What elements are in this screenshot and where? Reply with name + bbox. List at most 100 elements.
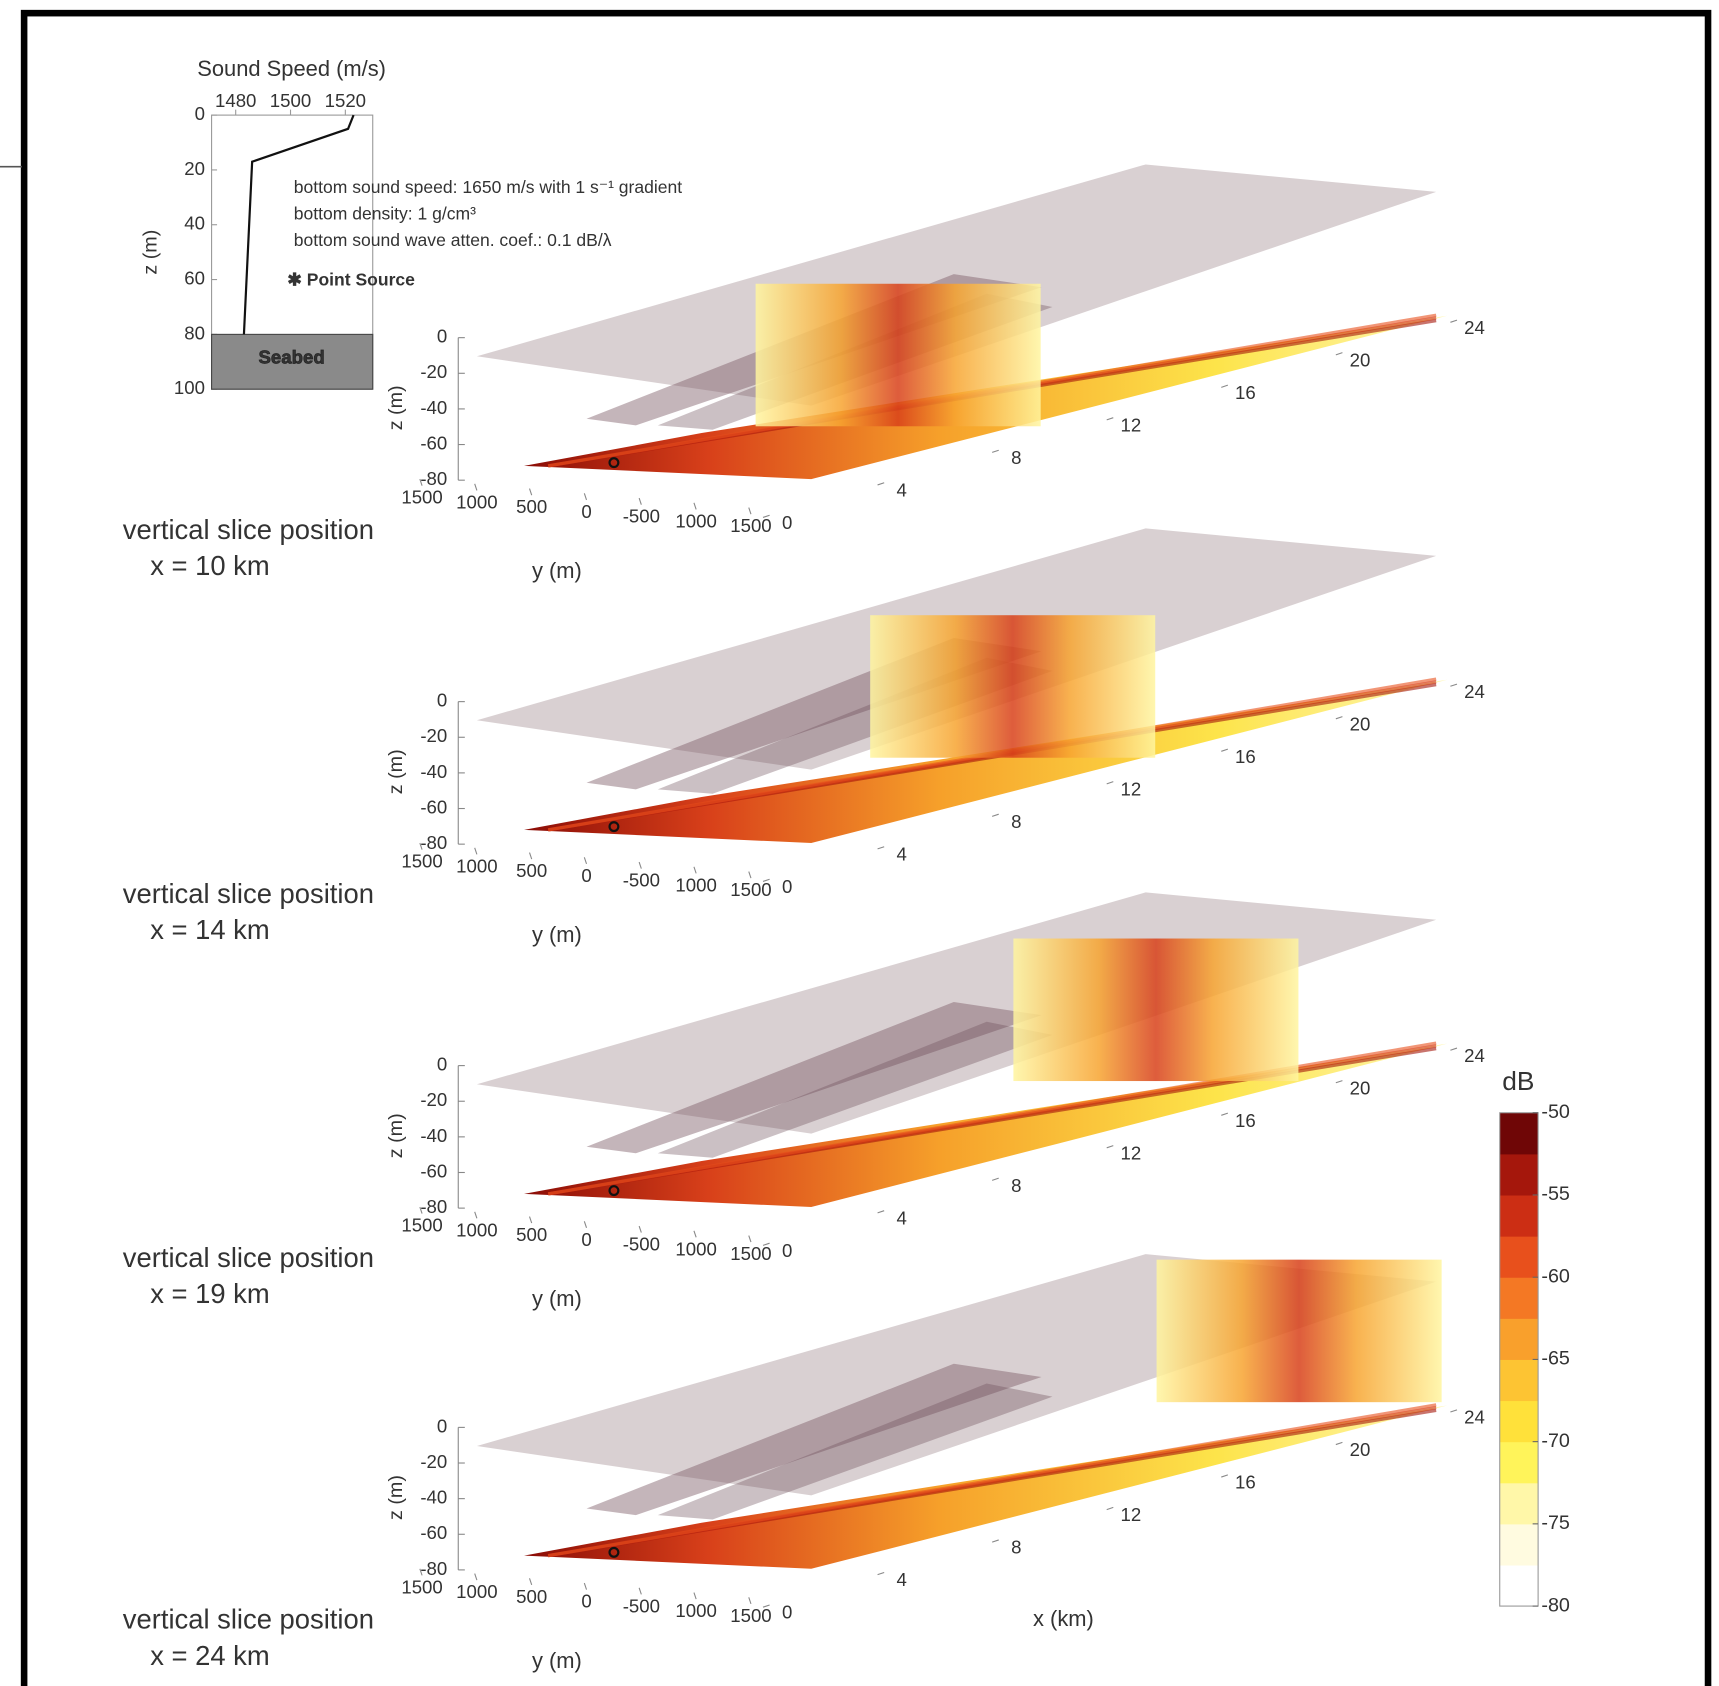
- x-tick: [1106, 1506, 1114, 1511]
- profile-y-tick-label: 40: [184, 213, 205, 234]
- colorbar-level: [1499, 1482, 1539, 1525]
- x-tick: [1221, 1112, 1229, 1116]
- x-tick: [762, 1242, 770, 1246]
- colorbar-tick-label: -65: [1541, 1348, 1570, 1370]
- y-tick: [583, 1221, 588, 1229]
- y-tick: [419, 1568, 423, 1576]
- x-tick-label: 16: [1235, 1110, 1256, 1131]
- x-tick-label: 12: [1120, 778, 1141, 799]
- y-tick-label: 1500: [730, 515, 771, 536]
- y-tick: [419, 1206, 423, 1214]
- x-tick-label: 8: [1011, 1537, 1021, 1558]
- x-tick: [1450, 1047, 1458, 1051]
- profile-y-label: z (m): [140, 230, 162, 275]
- colorbar-level: [1499, 1318, 1539, 1360]
- colorbar-level: [1499, 1564, 1539, 1607]
- y-tick-label: 1500: [730, 879, 771, 900]
- profile-x-tick-label: 1500: [270, 90, 311, 111]
- frame: [20, 9, 1712, 1686]
- colorbar-tick-label: -80: [1541, 1594, 1570, 1616]
- y-tick-label: 1000: [675, 1600, 716, 1621]
- colorbar-level: [1499, 1359, 1539, 1402]
- z-tick-label: -60: [420, 432, 447, 453]
- channel-wall: [586, 1002, 1042, 1154]
- x-tick-label: 12: [1120, 1504, 1141, 1525]
- x-tick-label: 0: [782, 876, 792, 897]
- x-tick: [1450, 683, 1458, 687]
- x-tick-label: 20: [1350, 349, 1371, 370]
- x-tick-label: 24: [1464, 1045, 1485, 1066]
- y-tick: [419, 478, 423, 486]
- y-tick-label: 1500: [730, 1243, 771, 1264]
- y-tick-label: 0: [581, 1591, 591, 1612]
- source-marker: [608, 1546, 620, 1558]
- y-tick-label: -500: [623, 1595, 660, 1616]
- y-axis-label: y (m): [532, 922, 582, 947]
- colorbar-level: [1499, 1153, 1539, 1196]
- profile-y-tick-label: 100: [174, 377, 205, 398]
- y-tick: [748, 871, 752, 879]
- x-tick-label: 24: [1464, 681, 1485, 702]
- x-tick: [1335, 352, 1343, 356]
- x-tick: [877, 1571, 885, 1576]
- y-tick-label: 500: [516, 1224, 547, 1245]
- z-axis-label: z (m): [385, 1113, 407, 1158]
- vertical-slice: [755, 283, 1041, 427]
- profile-y-tick-label: 60: [184, 267, 205, 288]
- z-tick-label: -20: [420, 1089, 447, 1110]
- colorbar-tick-label: -55: [1541, 1183, 1570, 1205]
- x-tick: [1106, 417, 1114, 421]
- profile-note: bottom sound wave atten. coef.: 0.1 dB/λ: [294, 230, 612, 250]
- y-tick: [528, 488, 533, 496]
- slice-caption: vertical slice position: [123, 1604, 374, 1635]
- z-tick-label: -40: [420, 397, 447, 418]
- z-tick-label: 0: [437, 690, 447, 711]
- x-tick-label: 16: [1235, 746, 1256, 767]
- z-axis-label: z (m): [385, 749, 407, 794]
- x-tick: [762, 514, 770, 518]
- x-tick: [1450, 319, 1458, 323]
- z-tick-label: 0: [437, 1054, 447, 1075]
- y-tick: [693, 1230, 697, 1238]
- z-tick-label: -60: [420, 796, 447, 817]
- x-tick: [877, 482, 885, 486]
- y-tick-label: 1000: [675, 1238, 716, 1259]
- y-tick-label: 1500: [401, 487, 442, 508]
- x-tick: [762, 878, 770, 882]
- source-marker: [608, 821, 620, 833]
- x-tick: [1221, 1474, 1229, 1478]
- x-tick-label: 8: [1011, 1175, 1021, 1196]
- z-tick-label: -80: [420, 1558, 447, 1579]
- x-tick-label: 0: [782, 1602, 792, 1623]
- y-tick-label: 1500: [730, 1605, 771, 1626]
- y-tick-label: 1000: [456, 1581, 497, 1602]
- colorbar-level: [1499, 1400, 1539, 1443]
- y-tick: [528, 1578, 533, 1586]
- slice-position: x = 24 km: [150, 1640, 270, 1671]
- x-tick-label: 20: [1350, 713, 1371, 734]
- y-tick-label: 1000: [675, 874, 716, 895]
- x-tick-label: 20: [1350, 1077, 1371, 1098]
- x-tick-label: 12: [1120, 1142, 1141, 1163]
- slice-caption: vertical slice position: [123, 878, 374, 909]
- y-tick: [748, 507, 752, 515]
- y-tick: [638, 1587, 642, 1595]
- seabed-label: Seabed: [258, 346, 324, 367]
- x-tick: [1335, 716, 1343, 720]
- y-tick-label: 1000: [456, 1219, 497, 1240]
- y-tick: [693, 502, 697, 510]
- x-tick-label: 12: [1120, 414, 1141, 435]
- panel: 0 -20 -40 -60 -80 z (m) 1500 1000 500 0 -500 1000 15…: [123, 528, 1485, 947]
- z-tick-label: -80: [420, 1196, 447, 1217]
- seabed: [211, 333, 374, 390]
- x-tick-label: 4: [897, 1569, 907, 1590]
- z-tick-label: -40: [420, 1125, 447, 1146]
- profile-y-tick-label: 80: [184, 322, 205, 343]
- x-tick: [877, 1210, 885, 1214]
- z-tick-label: -40: [420, 761, 447, 782]
- vertical-slice: [870, 615, 1156, 758]
- z-tick-label: -20: [420, 1451, 447, 1472]
- x-tick: [1335, 1441, 1343, 1446]
- channel-wall: [657, 1021, 1053, 1158]
- y-tick: [528, 1216, 533, 1224]
